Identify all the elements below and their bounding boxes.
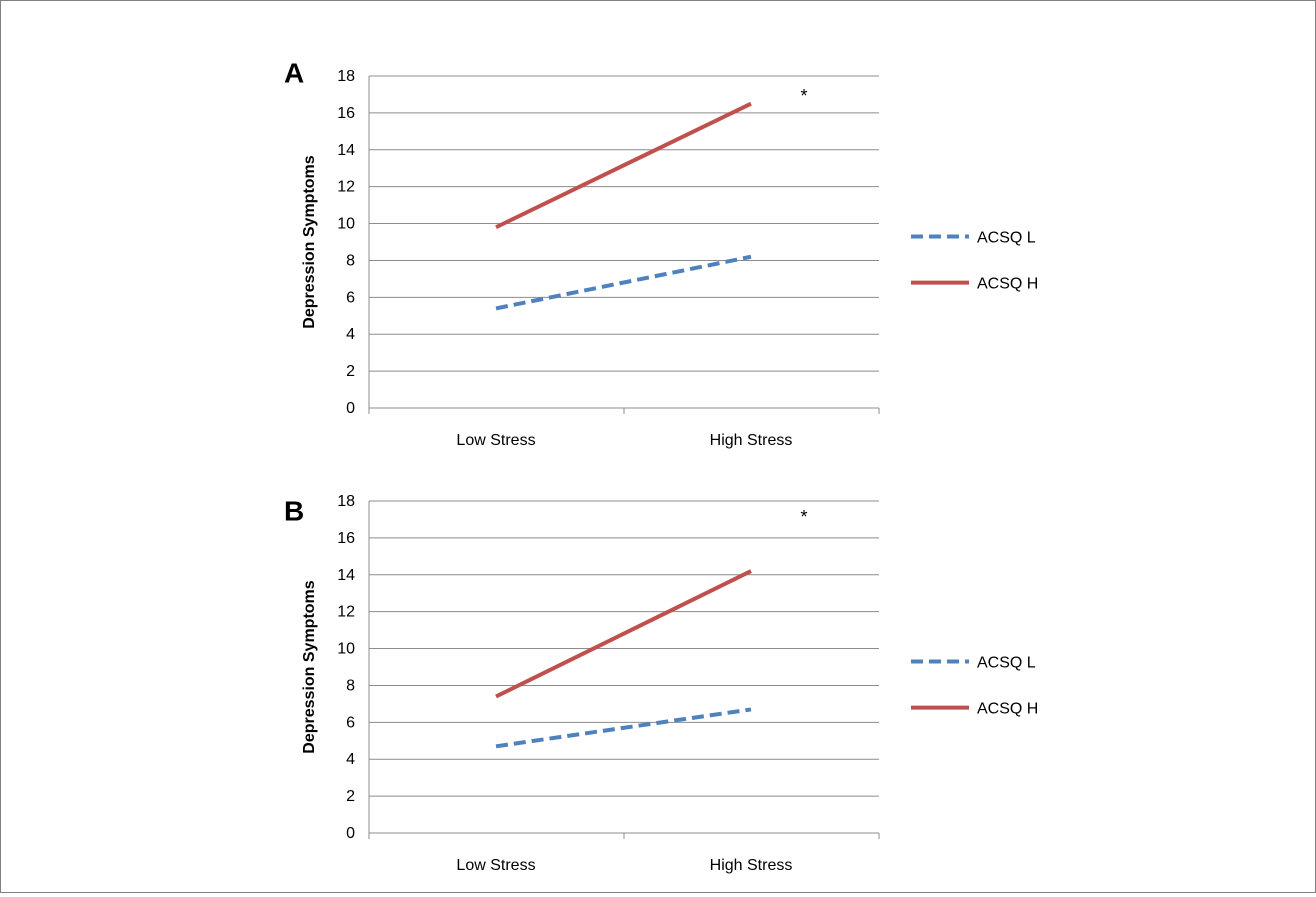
x-category-label: Low Stress [456, 857, 535, 874]
legend-label: ACSQ L [977, 229, 1036, 246]
x-category-label: High Stress [710, 857, 793, 874]
x-category-label: High Stress [710, 432, 793, 449]
y-tick-label: 12 [337, 179, 355, 196]
x-category-label: Low Stress [456, 432, 535, 449]
y-tick-label: 12 [337, 604, 355, 621]
y-tick-label: 6 [346, 289, 355, 306]
legend-label: ACSQ H [977, 276, 1038, 293]
series-line-acsq-l [495, 707, 752, 749]
series-line-acsq-h [495, 569, 752, 699]
y-tick-label: 14 [337, 142, 355, 159]
y-axis-label: Depression Symptoms [301, 580, 318, 753]
y-tick-label: 2 [346, 363, 355, 380]
y-axis-label: Depression Symptoms [301, 155, 318, 328]
legend-label: ACSQ H [977, 701, 1038, 718]
significance-marker: * [800, 507, 807, 527]
y-tick-label: 10 [337, 216, 355, 233]
y-tick-label: 8 [346, 252, 355, 269]
panel-letter: A [284, 57, 304, 88]
significance-marker: * [800, 86, 807, 106]
y-tick-label: 0 [346, 825, 355, 842]
y-tick-label: 16 [337, 105, 355, 122]
y-tick-label: 18 [337, 493, 355, 510]
y-tick-label: 8 [346, 677, 355, 694]
series-line-acsq-h [495, 101, 752, 230]
y-tick-label: 10 [337, 641, 355, 658]
y-tick-label: 0 [346, 400, 355, 417]
y-tick-label: 4 [346, 326, 355, 343]
legend-label: ACSQ L [977, 654, 1036, 671]
y-tick-label: 14 [337, 567, 355, 584]
y-tick-label: 4 [346, 751, 355, 768]
y-tick-label: 6 [346, 714, 355, 731]
y-tick-label: 16 [337, 530, 355, 547]
series-line-acsq-l [495, 254, 752, 311]
y-tick-label: 18 [337, 68, 355, 85]
y-tick-label: 2 [346, 788, 355, 805]
panel-letter: B [284, 495, 304, 526]
